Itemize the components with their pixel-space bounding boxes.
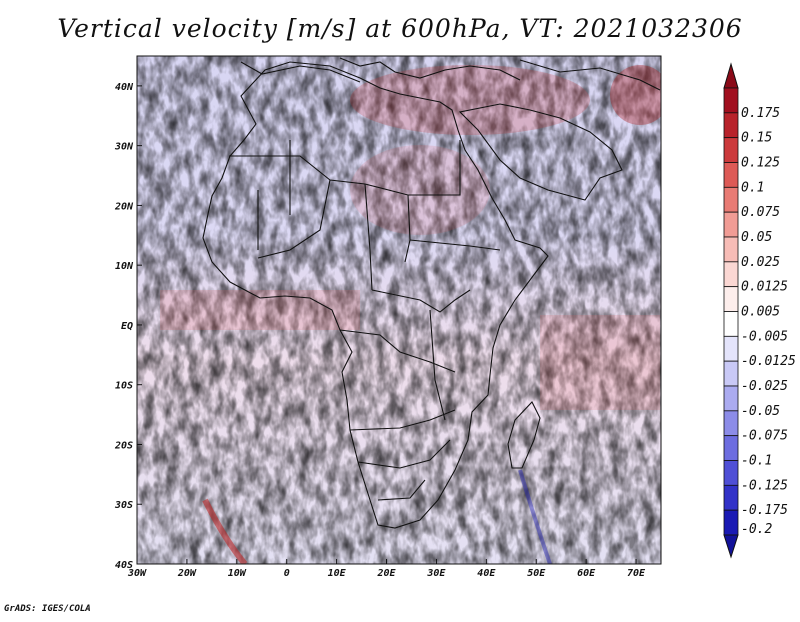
colorbar-swatch xyxy=(723,460,739,486)
x-tick-label: 20E xyxy=(376,568,396,579)
colorbar-label: -0.2 xyxy=(741,522,772,537)
colorbar-swatch xyxy=(723,385,739,412)
x-tick-label: 10E xyxy=(328,568,347,579)
colorbar-swatch xyxy=(723,435,739,461)
colorbar-top-arrow xyxy=(723,62,739,89)
x-tick-label: 0 xyxy=(284,568,290,579)
y-tick-label: 40S xyxy=(115,560,133,571)
colorbar-swatch xyxy=(723,112,739,139)
colorbar-label: 0.05 xyxy=(741,230,772,245)
colorbar-swatch xyxy=(723,509,739,536)
colorbar-swatch xyxy=(723,261,739,288)
x-axis: 30W 20W 10W 0 10E 20E 30E 40E 50E 60E 70E xyxy=(127,559,646,579)
colorbar-label: 0.15 xyxy=(741,131,772,146)
colorbar-label: 0.005 xyxy=(741,305,780,320)
y-axis: 40N 30N 20N 10N EQ 10S 20S 30S 40S xyxy=(114,82,142,571)
x-tick-label: 50E xyxy=(527,568,546,579)
colorbar-label: 0.125 xyxy=(741,156,780,171)
x-tick-label: 20W xyxy=(177,568,197,579)
colorbar-swatch xyxy=(723,137,739,163)
colorbar-label: 0.175 xyxy=(741,106,780,121)
y-tick-label: 10N xyxy=(115,261,134,272)
y-tick-label: 40N xyxy=(115,82,134,93)
colorbar-swatch xyxy=(723,484,739,511)
y-tick-label: 30N xyxy=(114,142,134,153)
credit-text: GrADS: IGES/COLA xyxy=(4,604,91,614)
colorbar: 0.175 0.15 0.125 0.1 0.075 0.05 0.025 0.0125 0.0… xyxy=(723,62,796,559)
colorbar-label: 0.025 xyxy=(741,255,780,270)
colorbar-swatch xyxy=(723,162,739,188)
x-tick-label: 10W xyxy=(228,568,247,579)
y-tick-label: 20N xyxy=(114,201,134,212)
colorbar-label: -0.005 xyxy=(741,329,788,344)
plot-frame xyxy=(136,55,662,565)
y-tick-label: 20S xyxy=(114,440,133,451)
coastlines xyxy=(202,57,661,529)
colorbar-swatch xyxy=(723,236,739,263)
colorbar-swatch xyxy=(723,286,739,312)
colorbar-swatch xyxy=(723,311,739,337)
colorbar-swatch xyxy=(723,87,739,114)
colorbar-label: -0.125 xyxy=(741,478,788,493)
y-tick-label: 10S xyxy=(115,381,133,392)
colorbar-label: 0.075 xyxy=(741,205,780,220)
colorbar-swatch xyxy=(723,211,739,238)
x-tick-label: 60E xyxy=(577,568,596,579)
colorbar-bottom-arrow xyxy=(723,534,739,559)
x-tick-label: 40E xyxy=(477,568,496,579)
x-tick-label: 70E xyxy=(627,568,646,579)
colorbar-label: -0.05 xyxy=(741,404,780,419)
colorbar-swatch xyxy=(723,186,739,213)
colorbar-swatch xyxy=(723,360,739,387)
colorbar-label: -0.075 xyxy=(741,429,788,444)
y-tick-label: EQ xyxy=(121,321,133,332)
colorbar-label: -0.025 xyxy=(741,379,788,394)
x-tick-label: 30W xyxy=(127,568,147,579)
colorbar-label: 0.0125 xyxy=(741,280,788,295)
x-tick-label: 30E xyxy=(426,568,446,579)
map-title: Vertical velocity [m/s] at 600hPa, VT: 2… xyxy=(57,14,743,43)
colorbar-label: -0.0125 xyxy=(741,354,796,369)
colorbar-label: -0.175 xyxy=(741,503,788,518)
colorbar-swatch xyxy=(723,410,739,437)
y-tick-label: 30S xyxy=(114,500,133,511)
colorbar-label: -0.1 xyxy=(741,454,772,469)
colorbar-swatch xyxy=(723,335,739,362)
plot-area xyxy=(137,56,661,564)
colorbar-label: 0.1 xyxy=(741,180,764,195)
